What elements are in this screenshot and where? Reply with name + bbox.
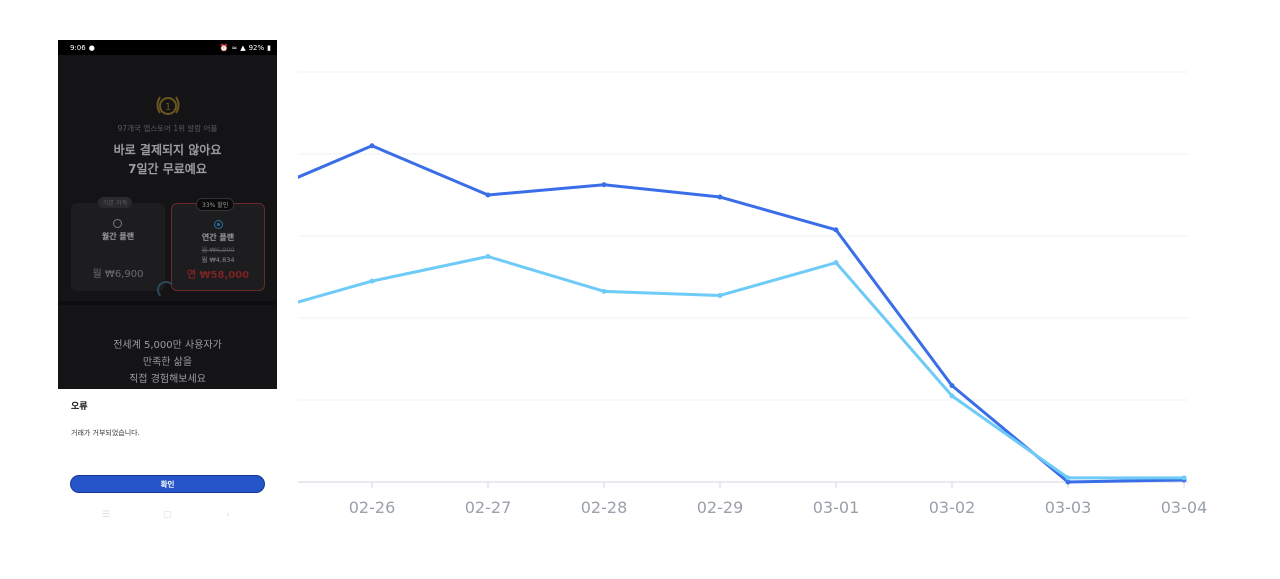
svg-text:1: 1 xyxy=(165,102,171,113)
confirm-button[interactable]: 확인 xyxy=(70,475,265,493)
battery-level: 92% xyxy=(248,43,265,52)
medal-icon: 1 xyxy=(156,96,180,115)
loading-spinner xyxy=(157,281,175,299)
data-point xyxy=(1065,479,1071,485)
lock-icon: ● xyxy=(88,43,95,52)
x-axis-ticks xyxy=(371,482,1185,488)
paywall-background: 1 97개국 앱스토어 1위 알람 어플 바로 결제되지 않아요 7일간 무료예… xyxy=(58,55,277,389)
data-point xyxy=(485,192,491,198)
users-text: 전세계 5,000만 사용자가 만족한 삶을 직접 경험해보세요 xyxy=(58,337,277,388)
plan-name-monthly: 월간 플랜 xyxy=(101,232,135,241)
plan-card-annual[interactable]: 33% 할인 연간 플랜 월 ₩6,900 월 ₩4,834 연 ₩58,000 xyxy=(171,198,265,291)
x-tick-label: 02-26 xyxy=(349,498,396,517)
users-line-1: 전세계 5,000만 사용자가 xyxy=(113,340,222,351)
x-tick-label: 02-27 xyxy=(465,498,512,517)
back-icon[interactable]: ‹ xyxy=(226,510,230,520)
alarm-icon: ⏰ xyxy=(219,43,229,52)
data-point xyxy=(369,278,375,284)
data-point xyxy=(717,292,723,298)
data-point xyxy=(601,288,607,294)
data-point xyxy=(369,143,375,149)
home-icon[interactable]: ▢ xyxy=(163,510,172,520)
plan-per-month-price: 월 ₩4,834 xyxy=(201,256,235,264)
x-tick-label: 03-01 xyxy=(813,498,860,517)
users-line-2: 만족한 삶을 xyxy=(142,357,193,368)
x-tick-label: 02-29 xyxy=(697,498,744,517)
plan-badge-base: 기본 가격 xyxy=(98,197,132,208)
plan-price-monthly: 월 ₩6,900 xyxy=(92,269,144,280)
headline: 바로 결제되지 않아요 7일간 무료예요 xyxy=(58,141,277,179)
signal-icon: ▲ xyxy=(240,43,246,52)
data-point xyxy=(485,254,491,259)
radio-monthly[interactable] xyxy=(113,219,122,228)
x-tick-label: 03-02 xyxy=(929,498,976,517)
data-point xyxy=(949,383,955,389)
x-tick-label: 02-28 xyxy=(581,498,628,517)
chart-points xyxy=(369,143,1187,485)
series-line-2 xyxy=(298,255,1184,480)
recent-apps-icon[interactable]: ☰ xyxy=(102,510,111,520)
users-line-3: 직접 경험해보세요 xyxy=(129,374,206,385)
x-axis-labels: 02-26 02-27 02-28 02-29 03-01 03-02 03-03 03-04 xyxy=(349,498,1208,517)
tagline: 97개국 앱스토어 1위 알람 어플 xyxy=(117,124,218,133)
radio-annual[interactable] xyxy=(214,220,223,229)
wifi-icon: ≈ xyxy=(231,43,238,52)
battery-icon: ▮ xyxy=(267,43,271,52)
headline-line-2: 7일간 무료예요 xyxy=(128,162,207,176)
headline-line-1: 바로 결제되지 않아요 xyxy=(113,143,222,157)
data-point xyxy=(833,227,839,233)
phone-screenshot: 9:06 ● ⏰ ≈ ▲ 92% ▮ 1 97개국 앱스토어 1위 알람 어플 … xyxy=(58,40,277,527)
data-point xyxy=(601,182,607,188)
plan-price-annual: 연 ₩58,000 xyxy=(186,270,250,281)
x-tick-label: 03-03 xyxy=(1045,498,1092,517)
chart-grid xyxy=(298,71,1188,483)
data-point xyxy=(1181,475,1187,481)
status-time: 9:06 xyxy=(70,43,86,52)
dialog-title: 오류 xyxy=(71,402,88,412)
plan-card-monthly[interactable]: 기본 가격 월간 플랜 월 ₩6,900 xyxy=(71,197,165,291)
status-bar: 9:06 ● ⏰ ≈ ▲ 92% ▮ xyxy=(58,40,277,55)
data-point xyxy=(1065,475,1071,481)
x-tick-label: 03-04 xyxy=(1161,498,1208,517)
plan-original-price: 월 ₩6,900 xyxy=(201,246,235,254)
dialog-message: 거래가 거부되었습니다. xyxy=(71,429,140,437)
plan-name-annual: 연간 플랜 xyxy=(201,233,235,242)
data-point xyxy=(949,393,955,399)
section-divider xyxy=(58,301,277,305)
android-nav-bar: ☰ ▢ ‹ xyxy=(58,505,277,525)
data-point xyxy=(833,260,839,266)
data-point xyxy=(717,194,723,200)
plan-badge-discount: 33% 할인 xyxy=(196,198,235,211)
